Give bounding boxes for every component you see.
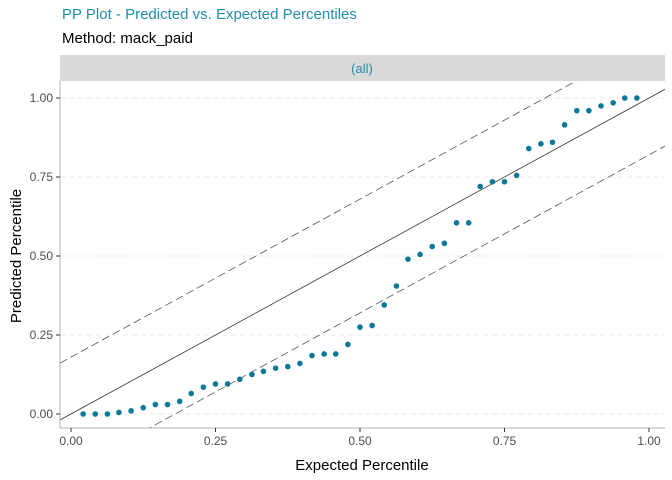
data-point xyxy=(598,103,604,109)
data-point xyxy=(92,411,99,417)
data-point xyxy=(586,107,592,114)
chart-subtitle: Method: mack_paid xyxy=(62,30,193,47)
data-point xyxy=(393,283,400,289)
data-point xyxy=(549,139,556,146)
data-point xyxy=(489,178,496,185)
x-tick-label: 0.50 xyxy=(348,434,372,448)
data-point xyxy=(513,172,520,179)
data-point xyxy=(573,107,580,114)
data-point xyxy=(345,341,351,348)
data-point xyxy=(188,390,195,397)
data-point xyxy=(284,363,291,370)
y-tick-label: 0.50 xyxy=(30,249,54,263)
data-point xyxy=(477,183,484,190)
data-point xyxy=(297,360,303,367)
gridlines xyxy=(60,97,665,415)
facet-strip xyxy=(60,55,665,81)
data-point xyxy=(249,371,255,378)
chart-title: PP Plot - Predicted vs. Expected Percent… xyxy=(62,6,357,23)
data-point xyxy=(224,381,231,387)
data-point xyxy=(610,99,616,106)
data-point xyxy=(164,401,171,408)
confidence-band-line xyxy=(148,145,665,428)
reference-line xyxy=(60,88,665,421)
data-point xyxy=(152,401,159,408)
data-point xyxy=(501,178,508,185)
data-point xyxy=(200,384,207,390)
data-point xyxy=(212,381,219,387)
data-point xyxy=(634,95,640,101)
y-axis-ticks: 0.00 0.25 0.50 0.75 1.00 xyxy=(30,91,60,421)
data-point xyxy=(429,243,436,250)
data-point xyxy=(321,351,327,357)
y-tick-label: 0.00 xyxy=(30,407,54,421)
data-point xyxy=(104,411,111,417)
data-point xyxy=(309,352,315,359)
data-point xyxy=(538,141,544,147)
x-tick-label: 1.00 xyxy=(637,434,661,448)
data-point xyxy=(381,302,388,308)
data-point xyxy=(357,324,363,330)
data-point xyxy=(332,351,339,357)
data-point xyxy=(140,404,147,411)
data-point xyxy=(405,256,411,262)
y-axis-title: Predicted Percentile xyxy=(8,189,25,323)
confidence-band-lines xyxy=(60,81,665,428)
data-points xyxy=(80,95,640,417)
data-point xyxy=(369,322,375,329)
data-point xyxy=(441,240,448,247)
facet-strip-label: (all) xyxy=(351,61,373,76)
x-axis-title: Expected Percentile xyxy=(295,457,428,474)
data-point xyxy=(116,409,122,416)
y-tick-label: 0.75 xyxy=(30,170,54,184)
data-point xyxy=(621,95,628,101)
data-point xyxy=(260,368,267,375)
x-tick-label: 0.00 xyxy=(59,434,83,448)
data-point xyxy=(128,408,134,414)
y-tick-label: 0.25 xyxy=(30,328,54,342)
identity-line xyxy=(60,88,665,421)
data-point xyxy=(236,376,243,383)
data-point xyxy=(465,220,472,226)
data-point xyxy=(272,365,279,371)
data-point xyxy=(80,411,86,417)
confidence-band-line xyxy=(60,81,577,364)
data-point xyxy=(525,145,532,152)
data-point xyxy=(176,398,183,405)
x-tick-label: 0.75 xyxy=(493,434,517,448)
x-tick-label: 0.25 xyxy=(204,434,228,448)
y-tick-label: 1.00 xyxy=(30,91,54,105)
data-point xyxy=(561,122,568,128)
x-axis-ticks: 0.00 0.25 0.50 0.75 1.00 xyxy=(59,428,661,448)
data-point xyxy=(417,251,423,258)
data-point xyxy=(453,220,460,226)
